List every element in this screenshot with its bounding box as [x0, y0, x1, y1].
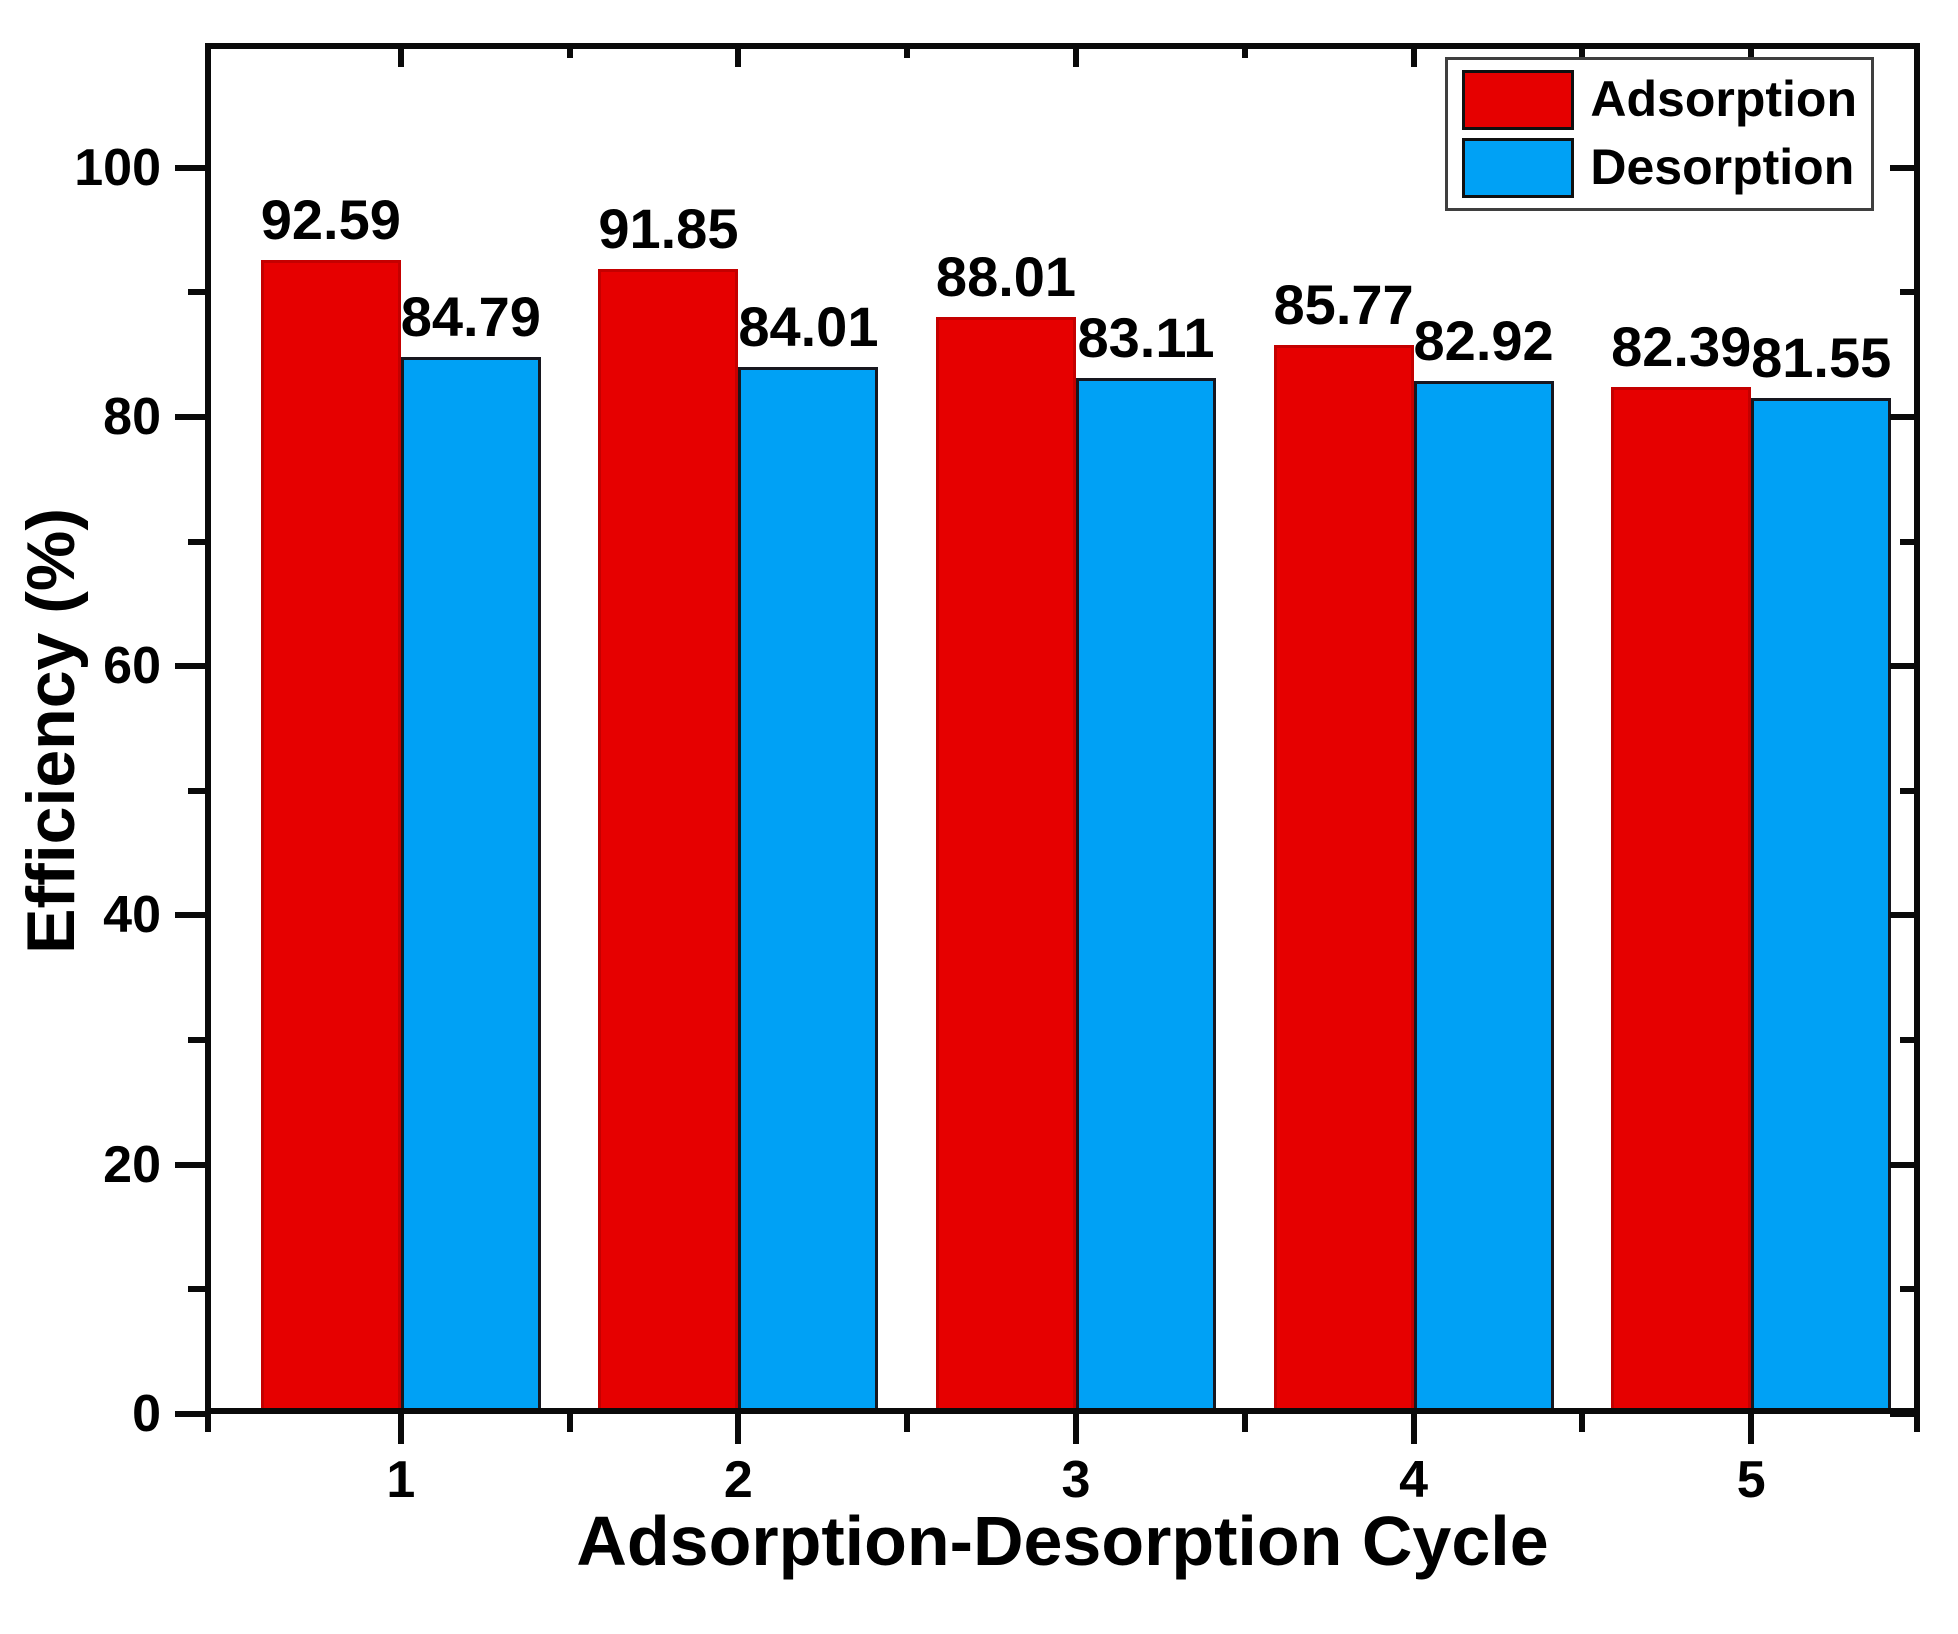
x-axis-top-tick [1410, 43, 1417, 67]
legend-label-adsorption: Adsorption [1590, 71, 1857, 128]
x-axis-major-tick [735, 1414, 742, 1444]
x-axis-major-tick [397, 1414, 404, 1444]
bar-desorption-cycle-4 [1413, 380, 1554, 1414]
y-axis-right-tick [1890, 1411, 1920, 1417]
x-axis-major-tick [1073, 1414, 1079, 1444]
x-tick-label: 5 [1736, 1451, 1766, 1509]
x-axis-end-tick [1914, 1414, 1920, 1432]
legend: Adsorption Desorption [1445, 57, 1874, 211]
x-tick-label: 1 [386, 1451, 416, 1509]
x-axis-top-tick [1073, 43, 1079, 67]
y-axis-right-tick [1890, 663, 1920, 670]
bar-adsorption-cycle-3 [936, 317, 1076, 1414]
plot-area: Adsorption Desorption Adsorption-Desorpt… [74, 43, 1920, 1576]
bar-value-label-adsorption-cycle-5: 82.39 [1611, 315, 1752, 379]
bar-value-label-desorption-cycle-1: 84.79 [400, 285, 541, 349]
bar-desorption-cycle-3 [1076, 378, 1216, 1414]
bar-value-label-adsorption-cycle-2: 91.85 [598, 197, 739, 261]
y-axis-major-tick [175, 413, 205, 420]
legend-label-desorption: Desorption [1590, 139, 1855, 196]
x-axis-top-minor-tick [1241, 43, 1248, 58]
y-axis-right-minor-tick [1900, 289, 1920, 296]
x-axis-top-minor-tick [904, 43, 911, 58]
y-axis-major-tick [175, 912, 205, 919]
y-axis-major-tick [175, 663, 205, 670]
y-tick-label: 100 [74, 138, 161, 197]
y-axis-major-tick [175, 164, 205, 171]
x-axis-major-tick [1410, 1414, 1417, 1444]
x-axis-major-tick [1748, 1414, 1755, 1444]
legend-item-desorption: Desorption [1462, 138, 1857, 198]
legend-swatch-adsorption [1462, 70, 1575, 130]
y-axis-title: Efficiency (%) [13, 508, 89, 954]
legend-swatch-desorption [1462, 138, 1575, 198]
y-tick-label: 80 [103, 387, 161, 446]
x-axis-minor-tick [566, 1414, 573, 1432]
x-axis-top-tick [735, 43, 742, 67]
x-axis-top-minor-tick [1579, 43, 1586, 58]
x-tick-label: 2 [723, 1451, 753, 1509]
x-axis-title: Adsorption-Desorption Cycle [576, 1502, 1549, 1580]
y-axis-right-minor-tick [1900, 538, 1920, 545]
bar-desorption-cycle-2 [738, 366, 879, 1414]
bar-value-label-desorption-cycle-3: 83.11 [1077, 306, 1215, 370]
y-axis-right-tick [1890, 164, 1920, 171]
x-axis-top-tick [397, 43, 404, 67]
bar-value-label-desorption-cycle-5: 81.55 [1751, 325, 1892, 389]
y-axis-major-tick [175, 1161, 205, 1168]
bar-value-label-desorption-cycle-2: 84.01 [738, 294, 879, 358]
bar-value-label-desorption-cycle-4: 82.92 [1413, 308, 1554, 372]
x-axis-minor-tick [1241, 1414, 1248, 1432]
y-axis-right-tick [1890, 413, 1920, 420]
y-axis-minor-tick [188, 538, 205, 545]
y-axis-major-tick [175, 1411, 205, 1417]
x-tick-label: 3 [1061, 1451, 1091, 1509]
bar-value-label-adsorption-cycle-3: 88.01 [935, 245, 1077, 309]
y-axis-right-tick [1890, 1161, 1920, 1168]
y-tick-label: 40 [103, 886, 161, 945]
y-axis-right-minor-tick [1900, 1037, 1920, 1044]
bar-adsorption-cycle-2 [598, 269, 739, 1414]
bar-desorption-cycle-5 [1751, 397, 1892, 1414]
bar-adsorption-cycle-5 [1611, 387, 1752, 1414]
y-tick-label: 0 [132, 1385, 161, 1443]
x-axis-minor-tick [1579, 1414, 1586, 1432]
legend-item-adsorption: Adsorption [1462, 70, 1857, 130]
y-axis-right-minor-tick [1900, 787, 1920, 794]
y-axis-minor-tick [188, 289, 205, 296]
y-axis-right-tick [1890, 912, 1920, 919]
x-tick-label: 4 [1399, 1451, 1429, 1509]
x-axis-end-tick [205, 1414, 211, 1432]
bar-value-label-adsorption-cycle-1: 92.59 [260, 188, 401, 251]
x-axis-top-tick [1748, 43, 1755, 67]
x-axis-minor-tick [904, 1414, 911, 1432]
bar-desorption-cycle-1 [400, 357, 541, 1414]
y-axis-minor-tick [188, 1037, 205, 1044]
x-axis-top-minor-tick [566, 43, 573, 58]
y-tick-label: 60 [103, 637, 161, 696]
y-axis-minor-tick [188, 1286, 205, 1293]
bar-adsorption-cycle-1 [260, 260, 401, 1414]
bar-value-label-adsorption-cycle-4: 85.77 [1273, 273, 1414, 336]
y-axis-minor-tick [188, 787, 205, 794]
y-axis-right-minor-tick [1900, 1286, 1920, 1293]
bar-adsorption-cycle-4 [1273, 345, 1414, 1414]
y-tick-label: 20 [103, 1135, 161, 1194]
